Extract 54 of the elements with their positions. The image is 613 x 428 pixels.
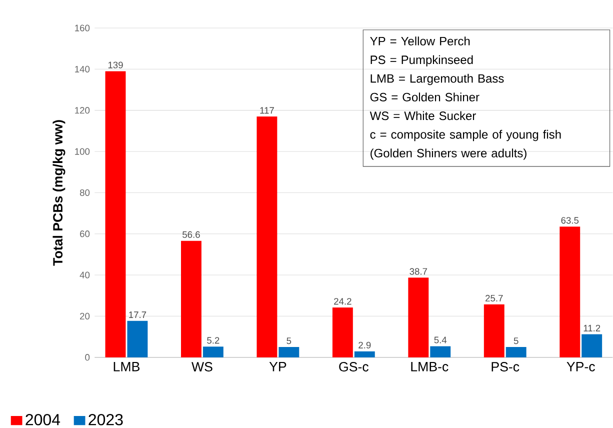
y-tick-label: 80 (80, 189, 90, 196)
data-label: 56.6 (182, 231, 200, 238)
bar (408, 278, 429, 358)
bar (560, 226, 580, 358)
y-tick-label: 140 (75, 66, 90, 72)
data-label: 117 (260, 107, 274, 114)
data-label: 5.2 (207, 337, 220, 344)
x-tick-label: PS-c (492, 362, 520, 372)
y-tick-label: 120 (75, 107, 90, 114)
bar (430, 346, 451, 358)
data-label: 2.9 (358, 342, 371, 348)
data-label: 24.2 (334, 298, 352, 305)
legend-label: 2004 (26, 414, 60, 426)
annotation: (Golden Shiners were adults) (370, 148, 526, 160)
y-axis-title: Total PCBs (mg/kg ww) (52, 120, 66, 266)
bar (127, 320, 148, 358)
y-tick-label: 160 (75, 24, 90, 32)
data-label: 5.4 (434, 336, 447, 344)
y-tick-label: 40 (80, 272, 90, 278)
x-tick-label: LMB-c (411, 362, 448, 372)
bar (181, 240, 202, 358)
bar (582, 334, 602, 358)
y-tick-label: 60 (80, 230, 90, 238)
bar (332, 308, 353, 358)
annotation: PS = Pumpkinseed (370, 55, 473, 66)
data-label: 38.7 (410, 268, 428, 275)
x-tick-label: YP (269, 362, 286, 372)
x-tick-label: LMB (114, 362, 140, 372)
data-label: 63.5 (561, 217, 579, 224)
bar (256, 116, 278, 358)
y-tick-label: 100 (75, 148, 90, 155)
bar (278, 347, 300, 358)
bar (484, 304, 504, 358)
annotation: LMB = Largemouth Bass (370, 74, 504, 86)
bar (202, 346, 224, 358)
data-label: 17.7 (129, 312, 146, 318)
data-label: 5 (514, 338, 518, 344)
bar (506, 347, 526, 358)
x-tick-label: GS-c (339, 362, 369, 372)
legend-label: 2023 (88, 414, 123, 426)
annotation: YP = Yellow Perch (370, 36, 470, 46)
x-tick-label: WS (192, 362, 212, 372)
data-label: 5 (286, 338, 292, 344)
y-tick-label: 20 (80, 312, 90, 320)
annotation: WS = White Sucker (370, 111, 476, 120)
annotation: GS = Golden Shiner (370, 92, 480, 102)
data-label: 139 (108, 62, 123, 68)
data-label: 25.7 (486, 294, 503, 302)
annotation: c = composite sample of young fish (370, 130, 561, 142)
bar (105, 71, 126, 358)
y-tick-label: 0 (85, 354, 90, 361)
bar (354, 351, 375, 358)
data-label: 11.2 (584, 324, 600, 332)
x-tick-label: YP-c (566, 362, 595, 372)
